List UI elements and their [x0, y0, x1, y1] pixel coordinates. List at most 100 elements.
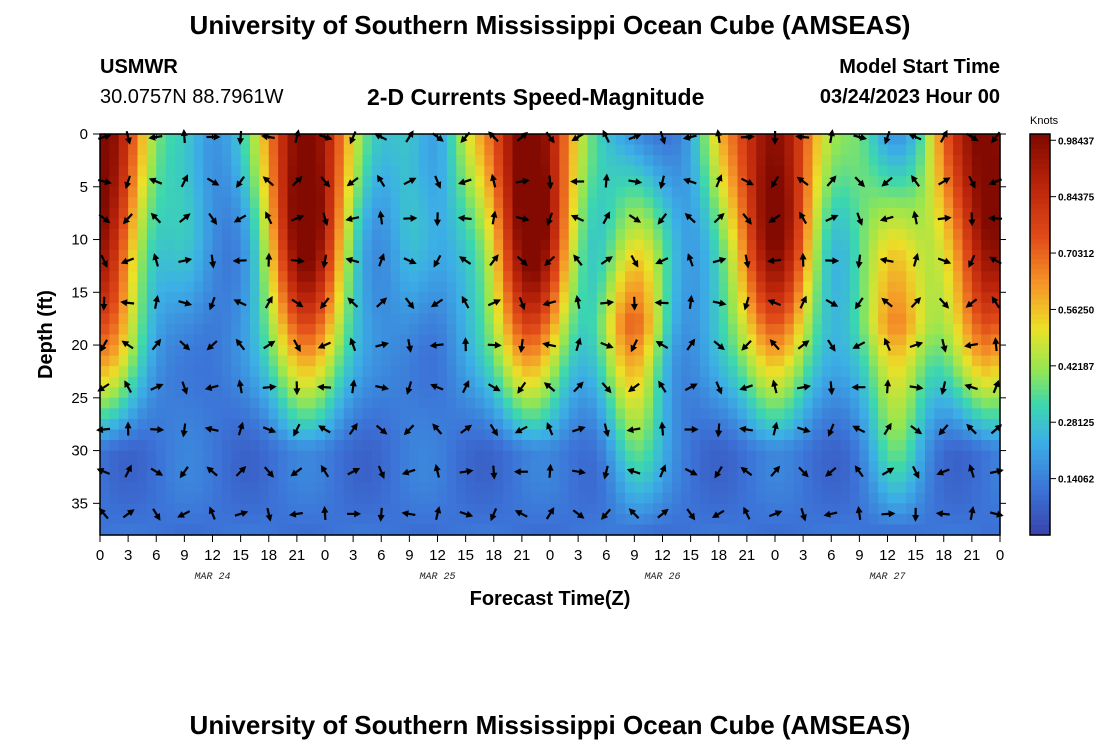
current-arrow	[150, 426, 165, 434]
heat-cell	[981, 176, 992, 188]
heat-cell	[643, 355, 654, 367]
heat-cell	[981, 355, 992, 367]
heat-cell	[990, 144, 1001, 156]
current-arrow	[206, 466, 218, 477]
heat-cell	[175, 197, 185, 209]
heat-cell	[990, 376, 1001, 388]
heat-cell	[503, 239, 514, 251]
heat-cell	[109, 155, 120, 167]
heat-cell	[868, 228, 879, 241]
heat-cell	[278, 292, 289, 304]
heat-cell	[203, 271, 214, 283]
heat-cell	[296, 461, 307, 473]
heat-cell	[446, 197, 457, 209]
heat-cell	[362, 461, 373, 473]
current-arrow	[602, 173, 610, 188]
heat-cell	[831, 334, 842, 346]
heat-cell	[287, 418, 298, 431]
heat-cell	[315, 450, 326, 462]
heat-cell	[559, 134, 570, 146]
current-arrow	[122, 213, 133, 225]
heat-cell	[278, 197, 289, 209]
heat-cell	[615, 471, 626, 483]
heat-cell	[550, 186, 560, 198]
heat-cell	[343, 134, 354, 146]
y-tick-label: 35	[71, 495, 88, 512]
heat-cell	[100, 418, 110, 431]
heat-cell	[925, 239, 935, 251]
heat-cell	[550, 144, 560, 156]
heat-cell	[287, 513, 298, 526]
heat-cell	[671, 461, 682, 473]
heat-cell	[550, 292, 560, 304]
heat-cell	[737, 345, 748, 357]
heat-cell	[221, 366, 232, 378]
heat-cell	[634, 186, 645, 198]
heat-cell	[700, 323, 710, 336]
heat-cell	[156, 366, 167, 378]
heat-cell	[850, 418, 860, 431]
heat-cell	[137, 387, 148, 399]
heat-cell	[456, 397, 467, 409]
heat-cell	[765, 503, 776, 515]
heat-cell	[700, 292, 710, 304]
heat-cell	[212, 207, 223, 220]
heat-cell	[128, 503, 139, 515]
heat-cell	[728, 207, 739, 220]
heat-cell	[193, 334, 204, 346]
colorbar-swatch	[1030, 409, 1050, 416]
current-arrow	[124, 175, 132, 190]
heat-cell	[446, 418, 457, 431]
heat-cell	[887, 176, 898, 188]
heat-cell	[128, 376, 139, 388]
heat-cell	[962, 218, 973, 230]
heat-cell	[737, 250, 748, 262]
heat-cell	[400, 155, 410, 167]
heat-cell	[184, 524, 195, 536]
heat-cell	[353, 503, 364, 515]
heat-cell	[550, 197, 560, 209]
heat-cell	[259, 228, 270, 241]
heat-cell	[625, 323, 635, 336]
heat-cell	[812, 292, 823, 304]
heat-cell	[325, 334, 335, 346]
heat-cell	[484, 524, 495, 536]
x-tick-label: 6	[827, 547, 835, 564]
heat-cell	[662, 429, 673, 441]
heat-cell	[653, 155, 664, 167]
heat-cell	[493, 176, 504, 188]
heat-cell	[428, 482, 439, 494]
heat-cell	[109, 239, 120, 251]
heat-cell	[784, 482, 795, 494]
heat-cell	[193, 366, 204, 378]
heat-cell	[203, 387, 214, 399]
heat-cell	[784, 271, 795, 283]
heat-cell	[915, 186, 926, 198]
heat-cell	[850, 323, 860, 336]
heat-cell	[193, 239, 204, 251]
current-arrow	[206, 177, 220, 186]
heat-cell	[606, 503, 617, 515]
heat-cell	[821, 302, 832, 314]
heat-cell	[540, 408, 551, 420]
heat-cell	[390, 450, 401, 462]
heat-cell	[812, 471, 823, 483]
heat-cell	[728, 376, 739, 388]
heat-cell	[484, 471, 495, 483]
heat-cell	[484, 218, 495, 230]
heat-cell	[971, 218, 982, 230]
heat-cell	[850, 281, 860, 293]
heat-cell	[887, 366, 898, 378]
heat-cell	[596, 450, 607, 462]
heat-cell	[821, 524, 832, 536]
current-arrow	[346, 177, 359, 187]
heat-cell	[343, 271, 354, 283]
heat-cell	[259, 250, 270, 262]
heat-cell	[175, 461, 185, 473]
current-arrow	[235, 338, 246, 351]
colorbar-swatch	[1030, 519, 1050, 526]
heat-cell	[812, 440, 823, 452]
heat-cell	[428, 197, 439, 209]
heat-cell	[868, 323, 879, 336]
heat-cell	[559, 418, 570, 431]
